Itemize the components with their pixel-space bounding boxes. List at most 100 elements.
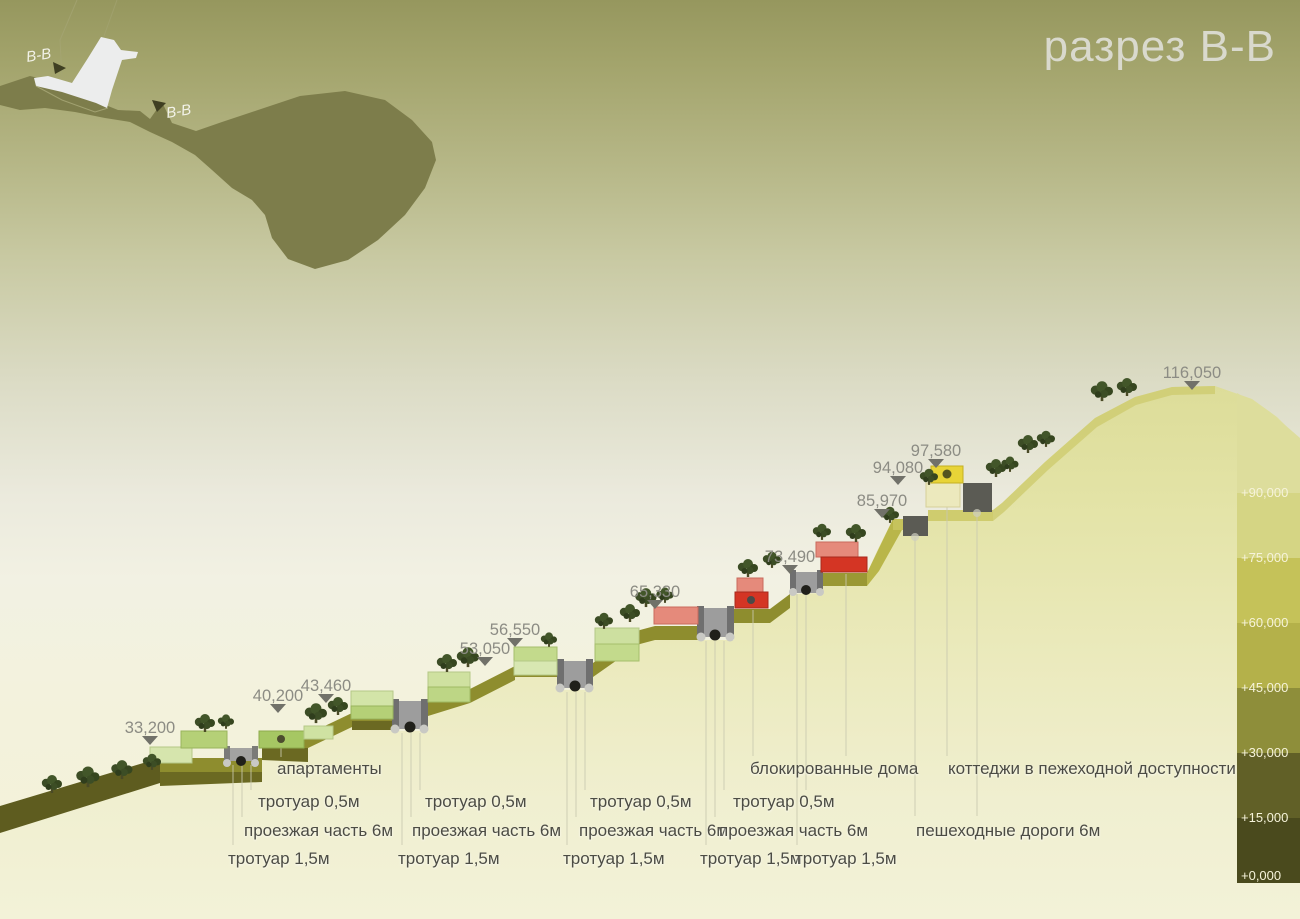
apartment-block <box>594 643 640 662</box>
road-section <box>223 746 259 767</box>
scale-label: +45,000 <box>1241 680 1288 695</box>
cottage-block <box>930 465 964 484</box>
elevation-marker: 73,490 <box>765 548 815 574</box>
elevation-scale: +90,000 +75,000 +60,000 +45,000 +30,000 … <box>1237 393 1300 883</box>
apartment-block <box>350 705 394 720</box>
road-sections <box>223 483 992 767</box>
blocked-house-block <box>820 556 868 573</box>
tree-icon <box>217 714 234 729</box>
section-line-marker-end <box>152 100 166 112</box>
tree-icon <box>327 697 348 715</box>
tree-icon <box>436 654 457 672</box>
label-sidewalk-05: тротуар 0,5м <box>590 792 692 811</box>
scale-label: +0,000 <box>1241 868 1281 883</box>
apartment-block <box>258 730 305 749</box>
label-sidewalk-15: тротуар 1,5м <box>228 849 330 868</box>
elevation-marker: 33,200 <box>125 719 175 745</box>
scale-label: +30,000 <box>1241 745 1288 760</box>
tree-icon <box>1116 378 1137 396</box>
apartment-block <box>180 730 228 749</box>
pedestrian-road-block <box>903 516 928 541</box>
svg-text:53,050: 53,050 <box>460 640 510 658</box>
scale-label: +75,000 <box>1241 550 1288 565</box>
tree-icon <box>812 523 831 540</box>
elevation-marker: 56,550 <box>490 621 540 647</box>
svg-text:94,080: 94,080 <box>873 459 923 477</box>
label-sidewalk-15: тротуар 1,5м <box>563 849 665 868</box>
apartment-block <box>513 660 558 676</box>
cottage-block <box>925 482 961 508</box>
road-section <box>789 570 824 596</box>
road-section <box>390 699 429 734</box>
blocked-house-block <box>815 541 859 558</box>
label-sidewalk-15: тротуар 1,5м <box>398 849 500 868</box>
leader-lines <box>232 484 978 845</box>
apartment-block <box>513 646 558 662</box>
scale-label: +60,000 <box>1241 615 1288 630</box>
elevation-marker: 43,460 <box>301 677 351 703</box>
label-roadway-6: проезжая часть 6м <box>412 821 562 840</box>
section-line-label-start: B-B <box>25 45 52 66</box>
scale-label: +15,000 <box>1241 810 1288 825</box>
map-boundary-line <box>59 0 78 79</box>
blocked-house-block <box>653 606 699 625</box>
tree-icon <box>1090 381 1113 402</box>
tree-icon <box>845 524 866 542</box>
section-line-label-end: B-B <box>165 101 192 122</box>
svg-text:43,460: 43,460 <box>301 677 351 695</box>
elevation-marker: 40,200 <box>253 687 303 713</box>
map-boundary-line-2 <box>103 0 118 37</box>
section-line-marker-start <box>53 62 66 74</box>
pedestrian-road-block <box>963 483 992 517</box>
apartment-block <box>594 627 640 645</box>
elevation-markers: 33,200 40,200 43,460 53,050 56,550 65,33… <box>125 364 1221 745</box>
label-roadway-6: проезжая часть 6м <box>244 821 394 840</box>
label-sidewalk-05: тротуар 0,5м <box>258 792 360 811</box>
svg-text:116,050: 116,050 <box>1163 364 1221 382</box>
island-silhouette <box>0 76 436 269</box>
tree-icon <box>594 612 613 629</box>
label-sidewalk-05: тротуар 0,5м <box>425 792 527 811</box>
tree-icon <box>304 703 327 724</box>
label-sidewalk-15: тротуар 1,5м <box>795 849 897 868</box>
road-section <box>555 659 594 693</box>
label-roadway-6: проезжая часть 6м <box>579 821 729 840</box>
elevation-marker: 97,580 <box>911 442 961 468</box>
apartment-block <box>427 671 471 688</box>
svg-text:73,490: 73,490 <box>765 548 815 566</box>
apartment-block <box>350 690 394 707</box>
svg-text:85,970: 85,970 <box>857 492 907 510</box>
blocked-house-block <box>734 591 769 609</box>
site-plan-inset: B-B B-B <box>0 0 436 269</box>
scale-label: +90,000 <box>1241 485 1288 500</box>
svg-text:65,330: 65,330 <box>630 583 680 601</box>
label-roadway-6: проезжая часть 6м <box>719 821 869 840</box>
label-sidewalk-15: тротуар 1,5м <box>700 849 802 868</box>
elevation-marker: 85,970 <box>857 492 907 518</box>
elevation-marker: 65,330 <box>630 583 680 609</box>
apartment-block <box>427 686 471 703</box>
site-area-polygon <box>34 37 138 108</box>
road-section <box>696 606 735 642</box>
svg-text:97,580: 97,580 <box>911 442 961 460</box>
blocked-house-block <box>736 577 764 593</box>
tree-icon <box>1036 430 1055 447</box>
label-apartments: апартаменты <box>277 759 382 778</box>
label-cottages: коттеджи в пежеходной доступности <box>948 759 1236 778</box>
site-border-line <box>35 85 109 113</box>
apartment-block <box>303 725 334 740</box>
svg-text:56,550: 56,550 <box>490 621 540 639</box>
tree-icon <box>540 632 557 647</box>
page-title: разрез В-В <box>1043 22 1276 71</box>
tree-icon <box>1017 435 1038 453</box>
tree-icon <box>737 559 758 577</box>
tree-icon <box>194 714 215 732</box>
tree-icon <box>619 604 640 622</box>
label-blocked-houses: блокированные дома <box>750 759 919 778</box>
label-sidewalk-05: тротуар 0,5м <box>733 792 835 811</box>
label-pedestrian-roads: пешеходные дороги 6м <box>916 821 1101 840</box>
svg-text:33,200: 33,200 <box>125 719 175 737</box>
buildings <box>149 465 964 764</box>
